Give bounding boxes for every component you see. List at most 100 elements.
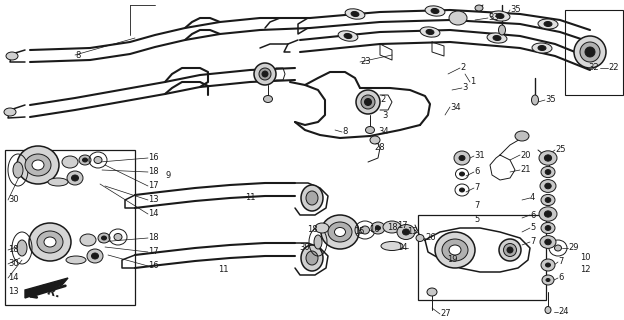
Text: 19: 19 [447,255,457,265]
Text: 24: 24 [558,308,568,316]
Text: 25: 25 [555,146,565,155]
Text: 8: 8 [75,51,80,60]
Ellipse shape [545,183,551,189]
Text: 17: 17 [148,181,158,190]
Ellipse shape [114,234,122,241]
Ellipse shape [338,31,358,41]
Text: 1: 1 [470,77,475,86]
Text: 23: 23 [360,58,371,67]
Ellipse shape [542,275,554,285]
Text: 5: 5 [474,215,479,225]
Ellipse shape [532,43,552,53]
Text: 18: 18 [308,226,318,235]
Ellipse shape [545,197,551,203]
Ellipse shape [420,27,440,37]
Text: 18: 18 [148,234,158,243]
Ellipse shape [345,9,365,19]
Ellipse shape [376,226,381,230]
Ellipse shape [515,131,529,141]
Ellipse shape [44,237,56,247]
Ellipse shape [427,288,437,296]
Text: 6: 6 [474,167,479,177]
Ellipse shape [435,232,475,268]
Ellipse shape [402,229,409,235]
Text: 22: 22 [608,63,618,73]
Text: 6: 6 [530,211,535,220]
Ellipse shape [532,95,539,105]
Ellipse shape [67,171,83,185]
Text: 14: 14 [8,274,19,283]
Ellipse shape [364,99,371,106]
Ellipse shape [416,235,424,242]
Ellipse shape [259,68,271,80]
Ellipse shape [544,155,552,161]
Ellipse shape [538,45,546,51]
Ellipse shape [541,194,555,205]
Ellipse shape [397,225,415,239]
Text: 34: 34 [450,102,461,111]
Text: 28: 28 [374,143,384,153]
Ellipse shape [13,162,23,178]
Text: 27: 27 [440,309,451,318]
Ellipse shape [254,63,276,85]
Ellipse shape [351,12,359,17]
Ellipse shape [545,170,551,174]
Ellipse shape [493,36,501,41]
Ellipse shape [66,256,86,264]
Text: 13: 13 [407,228,418,236]
Ellipse shape [425,6,445,16]
Ellipse shape [555,245,562,251]
Ellipse shape [25,154,51,176]
Text: 35: 35 [510,5,520,14]
Text: 30: 30 [8,260,19,268]
Ellipse shape [82,158,87,162]
Ellipse shape [366,126,374,133]
Text: 11: 11 [245,194,255,203]
Ellipse shape [98,233,110,243]
Ellipse shape [314,235,322,249]
Ellipse shape [62,156,78,168]
Text: 14: 14 [397,244,408,252]
Ellipse shape [334,228,346,236]
Ellipse shape [92,253,99,259]
Ellipse shape [94,156,102,164]
Ellipse shape [496,13,504,19]
Text: 18: 18 [8,245,19,254]
Ellipse shape [361,226,369,234]
Text: 13: 13 [148,196,158,204]
Text: 12: 12 [580,266,590,275]
Text: 10: 10 [580,253,590,262]
Ellipse shape [507,247,513,253]
Text: 34: 34 [378,127,389,137]
Ellipse shape [487,33,507,43]
Ellipse shape [541,259,555,271]
Ellipse shape [79,155,91,165]
Ellipse shape [585,47,595,57]
Ellipse shape [449,245,461,255]
Ellipse shape [431,8,439,13]
Text: 5: 5 [530,223,535,233]
Text: 30: 30 [300,244,310,252]
Text: 7: 7 [530,237,535,246]
Text: 13: 13 [8,287,19,297]
Text: 16: 16 [148,154,158,163]
Ellipse shape [371,222,385,234]
Ellipse shape [499,25,505,35]
Ellipse shape [544,21,552,27]
Ellipse shape [540,236,556,248]
Text: 6: 6 [558,274,563,283]
Ellipse shape [344,34,352,38]
Text: 30: 30 [8,196,19,204]
Ellipse shape [29,223,71,261]
Ellipse shape [545,226,551,230]
Ellipse shape [306,191,318,205]
Ellipse shape [504,244,517,257]
Text: 7: 7 [474,183,479,193]
Text: 3: 3 [462,84,467,92]
Text: 29: 29 [568,244,578,252]
Text: 11: 11 [218,266,228,275]
Text: 17: 17 [148,247,158,257]
Text: 21: 21 [520,165,530,174]
Text: 8: 8 [342,127,348,137]
Ellipse shape [541,222,555,234]
